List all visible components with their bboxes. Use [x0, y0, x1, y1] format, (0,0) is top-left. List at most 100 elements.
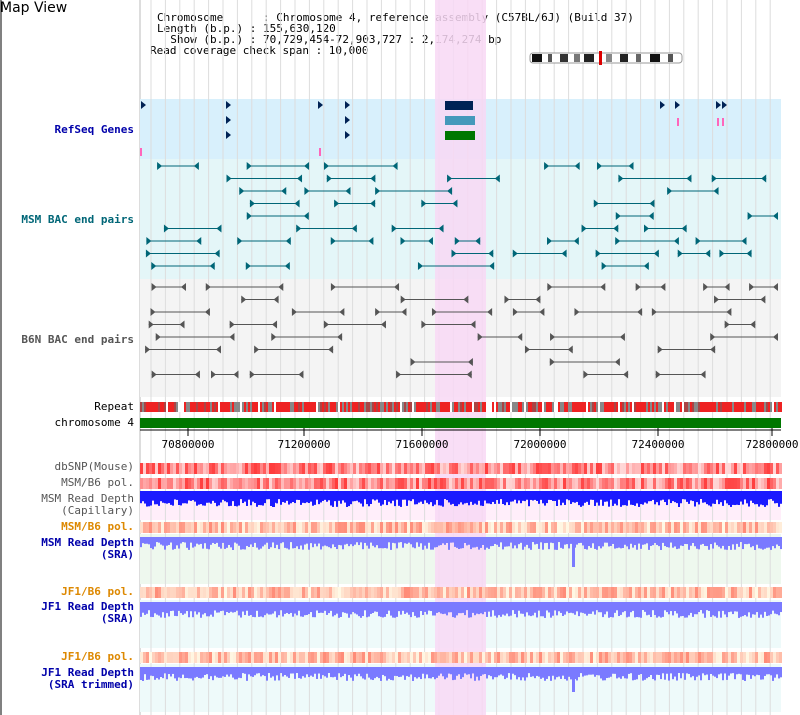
repeat-segment — [302, 402, 304, 412]
read-depth-bar — [396, 602, 398, 617]
read-depth-bar — [636, 667, 638, 680]
read-depth-bar — [562, 667, 564, 676]
polymorphism-cell — [140, 587, 143, 598]
polymorphism-cell — [743, 463, 746, 474]
polymorphism-cell — [293, 587, 296, 598]
polymorphism-cell — [359, 522, 362, 533]
read-depth-bar — [276, 537, 278, 545]
track-label-jf1-depth-trimmed[interactable]: JF1 Read Depth — [41, 666, 134, 679]
polymorphism-cell — [614, 522, 617, 533]
read-depth-bar — [274, 667, 276, 681]
track-label-b6n-bac[interactable]: B6N BAC end pairs — [21, 333, 134, 346]
msm-bac-pair-end — [246, 162, 252, 170]
repeat-segment — [150, 402, 152, 412]
polymorphism-cell — [458, 522, 461, 533]
polymorphism-cell — [581, 652, 584, 663]
polymorphism-cell — [410, 587, 413, 598]
repeat-segment — [398, 402, 400, 412]
polymorphism-cell — [542, 587, 545, 598]
track-label-dbsnp[interactable]: dbSNP(Mouse) — [54, 460, 134, 473]
polymorphism-cell — [209, 652, 212, 663]
polymorphism-cell — [197, 652, 200, 663]
polymorphism-cell — [320, 463, 323, 474]
repeat-segment — [270, 402, 272, 412]
polymorphism-cell — [551, 652, 554, 663]
polymorphism-cell — [452, 587, 455, 598]
read-depth-bar — [434, 602, 436, 616]
read-depth-bar — [292, 667, 294, 674]
polymorphism-cell — [758, 522, 761, 533]
track-label-msm-depth-sra[interactable]: MSM Read Depth — [41, 536, 134, 549]
b6n-bac-pair-end — [773, 283, 778, 291]
read-depth-bar — [496, 667, 498, 678]
repeat-segment — [618, 402, 620, 412]
read-depth-bar — [630, 491, 632, 505]
track-label-refseq[interactable]: RefSeq Genes — [54, 123, 134, 136]
polymorphism-cell — [518, 522, 521, 533]
polymorphism-cell — [683, 652, 686, 663]
polymorphism-cell — [671, 463, 674, 474]
read-depth-bar — [560, 602, 562, 613]
repeat-segment — [290, 402, 292, 412]
track-label-jf1-depth-sra[interactable]: JF1 Read Depth — [41, 600, 134, 613]
read-depth-bar — [428, 602, 430, 611]
polymorphism-cell — [500, 463, 503, 474]
polymorphism-cell — [386, 478, 389, 489]
read-depth-bar — [298, 602, 300, 611]
repeat-segment — [586, 402, 588, 412]
b6n-bac-pair-end — [337, 333, 343, 341]
track-label-msm-b6-pol[interactable]: MSM/B6 pol. — [61, 476, 134, 489]
read-depth-bar — [414, 667, 416, 678]
track-label-msm-depth-capillary[interactable]: MSM Read Depth — [41, 492, 134, 505]
polymorphism-cell — [650, 522, 653, 533]
read-depth-spike — [609, 602, 612, 617]
polymorphism-cell — [446, 478, 449, 489]
polymorphism-cell — [428, 522, 431, 533]
polymorphism-cell — [194, 478, 197, 489]
polymorphism-cell — [260, 587, 263, 598]
polymorphism-cell — [497, 522, 500, 533]
read-depth-bar — [296, 667, 298, 674]
b6n-bac-pair-end — [431, 308, 437, 316]
track-label-jf1-b6-pol-2[interactable]: JF1/B6 pol. — [61, 650, 134, 663]
read-depth-bar — [718, 537, 720, 547]
polymorphism-cell — [638, 587, 641, 598]
repeat-segment — [572, 402, 574, 412]
read-depth-bar — [358, 667, 360, 674]
read-depth-bar — [156, 491, 158, 505]
track-label-msm-bac[interactable]: MSM BAC end pairs — [21, 213, 134, 226]
repeat-segment — [418, 402, 420, 412]
read-depth-bar — [312, 491, 314, 506]
polymorphism-cell — [311, 652, 314, 663]
b6n-bac-pair-end — [710, 333, 716, 341]
polymorphism-cell — [446, 587, 449, 598]
read-depth-bar — [670, 602, 672, 612]
b6n-bac-pair-end — [517, 333, 523, 341]
polymorphism-cell — [719, 587, 722, 598]
polymorphism-cell — [653, 522, 656, 533]
read-depth-bar — [504, 491, 506, 506]
read-depth-bar — [518, 667, 520, 678]
read-depth-bar — [558, 667, 560, 677]
polymorphism-cell — [692, 463, 695, 474]
track-label-jf1-b6-pol[interactable]: JF1/B6 pol. — [61, 585, 134, 598]
read-depth-bar — [506, 491, 508, 503]
read-depth-bar — [176, 537, 178, 546]
read-depth-bar — [636, 491, 638, 504]
read-depth-bar — [754, 537, 756, 550]
polymorphism-cell — [674, 652, 677, 663]
read-depth-bar — [408, 491, 410, 501]
read-depth-bar — [416, 667, 418, 679]
read-depth-bar — [264, 537, 266, 545]
read-depth-bar — [434, 537, 436, 548]
read-depth-bar — [372, 602, 374, 613]
track-label-msm-b6-pol-2[interactable]: MSM/B6 pol. — [61, 520, 134, 533]
polymorphism-cell — [617, 522, 620, 533]
polymorphism-cell — [515, 652, 518, 663]
polymorphism-cell — [635, 522, 638, 533]
polymorphism-cell — [374, 463, 377, 474]
polymorphism-cell — [344, 522, 347, 533]
polymorphism-cell — [710, 478, 713, 489]
polymorphism-cell — [383, 652, 386, 663]
